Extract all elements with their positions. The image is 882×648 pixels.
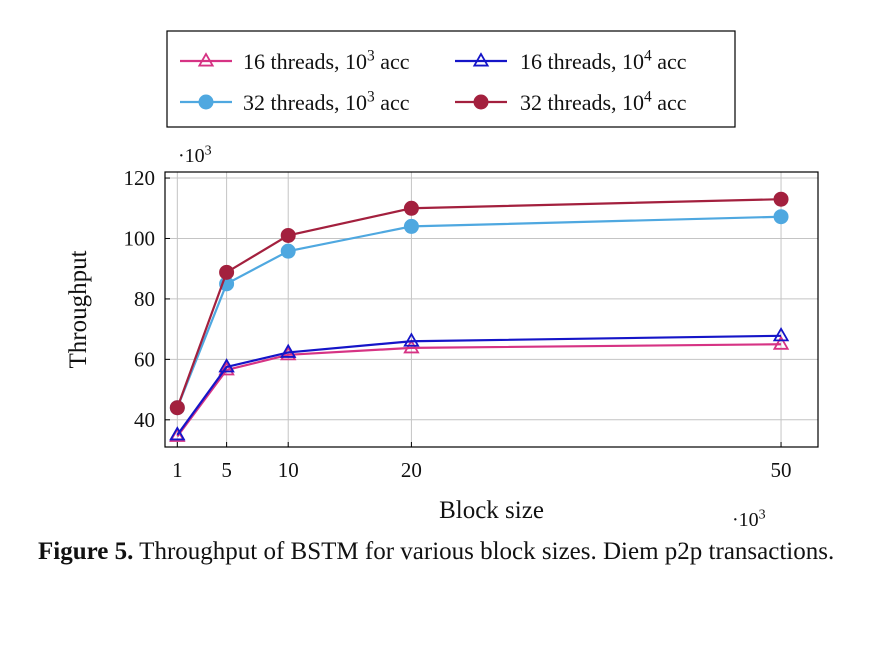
data-point — [169, 426, 186, 441]
data-point — [403, 200, 419, 216]
plot-frame — [164, 171, 819, 448]
line-chart: 16 threads, 103 acc 16 threads, 104 acc 32… — [65, 30, 819, 530]
legend-label: 32 threads, 103 acc — [243, 89, 410, 115]
series-group — [169, 191, 790, 442]
x-tick-label: 50 — [771, 458, 792, 482]
x-multiplier: ·103 — [732, 507, 766, 530]
data-point — [280, 343, 297, 358]
data-point — [773, 191, 789, 207]
y-tick-label: 100 — [124, 226, 156, 250]
legend-box — [166, 30, 736, 128]
data-point — [219, 264, 235, 280]
y-axis-label: Throughput — [65, 250, 92, 368]
series-line-4 — [176, 198, 782, 409]
data-point — [218, 358, 235, 373]
legend-marker — [472, 52, 490, 67]
data-point — [218, 361, 235, 376]
legend-marker — [198, 94, 214, 110]
y-tick-label: 40 — [134, 408, 155, 432]
data-point — [280, 227, 296, 243]
caption-text: Throughput of BSTM for various block siz… — [133, 538, 835, 565]
data-point — [403, 218, 419, 234]
grid — [165, 172, 818, 447]
x-tick-label: 5 — [221, 458, 232, 482]
y-multiplier: ·103 — [178, 143, 212, 167]
legend-label: 32 threads, 104 acc — [520, 89, 687, 115]
data-point — [280, 243, 296, 259]
x-tick-label: 1 — [172, 458, 183, 482]
legend-label: 16 threads, 104 acc — [520, 48, 687, 74]
series-line-3 — [176, 215, 782, 409]
series-line-1 — [176, 343, 782, 438]
data-point — [772, 335, 790, 350]
x-tick-label: 20 — [401, 458, 422, 482]
data-point — [169, 400, 185, 416]
legend-marker — [197, 52, 215, 67]
data-point — [773, 209, 789, 225]
legend-marker — [473, 94, 489, 110]
data-point — [772, 326, 790, 342]
legend: 16 threads, 103 acc 16 threads, 104 acc 32… — [166, 30, 736, 128]
y-tick-label: 60 — [134, 347, 155, 371]
y-tick-label: 120 — [124, 166, 156, 190]
series-line-2 — [176, 334, 782, 436]
legend-label: 16 threads, 103 acc — [243, 48, 410, 74]
caption-label: Figure 5. — [38, 538, 134, 565]
x-tick-label: 10 — [278, 458, 299, 482]
y-tick-label: 80 — [134, 287, 155, 311]
axes: 1 5 10 20 50 40 60 80 100 120 ·103 ·103 Block size Th… — [65, 143, 819, 530]
figure-caption: Figure 5. Throughput of BSTM for various… — [38, 534, 858, 570]
x-axis-label: Block size — [439, 497, 544, 524]
data-point — [403, 332, 420, 347]
